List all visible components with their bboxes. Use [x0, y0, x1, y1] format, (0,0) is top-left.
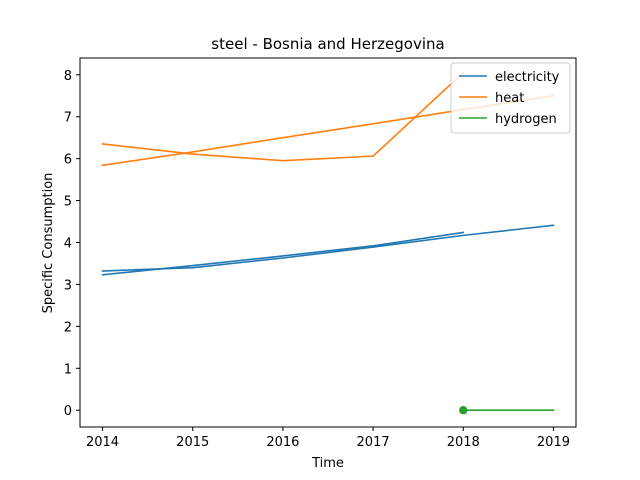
- x-tick-label: 2018: [447, 435, 480, 450]
- point-marker-hydrogen-1: [459, 406, 468, 415]
- legend-label-hydrogen: hydrogen: [495, 112, 557, 127]
- y-axis-ticks: 0 1 2 3 4 5 6 7 8: [64, 69, 80, 419]
- y-tick-label: 6: [64, 153, 72, 168]
- y-axis-label: Specific Consumption: [41, 173, 56, 314]
- y-tick-label: 8: [64, 69, 72, 84]
- x-tick-label: 2014: [86, 435, 119, 450]
- y-tick-label: 3: [64, 278, 72, 293]
- series-line-electricity-2: [101, 224, 555, 272]
- series-line-heat-1: [101, 108, 465, 167]
- legend: electricity heat hydrogen: [450, 62, 571, 134]
- legend-label-electricity: electricity: [495, 70, 560, 85]
- x-tick-label: 2019: [537, 435, 570, 450]
- y-tick-label: 5: [64, 195, 72, 210]
- y-tick-label: 7: [64, 111, 72, 126]
- chart-title: steel - Bosnia and Herzegovina: [211, 35, 444, 53]
- legend-box: [450, 62, 571, 134]
- series-line-heat-2: [101, 71, 465, 162]
- y-tick-label: 2: [64, 320, 72, 335]
- x-tick-label: 2015: [176, 435, 209, 450]
- x-tick-label: 2016: [266, 435, 299, 450]
- x-axis-label: Time: [311, 456, 344, 471]
- y-tick-label: 4: [64, 237, 72, 252]
- x-tick-label: 2017: [357, 435, 390, 450]
- x-axis-ticks: 2014 2015 2016 2017 2018 2019: [86, 427, 570, 450]
- y-tick-label: 0: [64, 404, 72, 419]
- legend-label-heat: heat: [495, 91, 524, 106]
- y-tick-label: 1: [64, 362, 72, 377]
